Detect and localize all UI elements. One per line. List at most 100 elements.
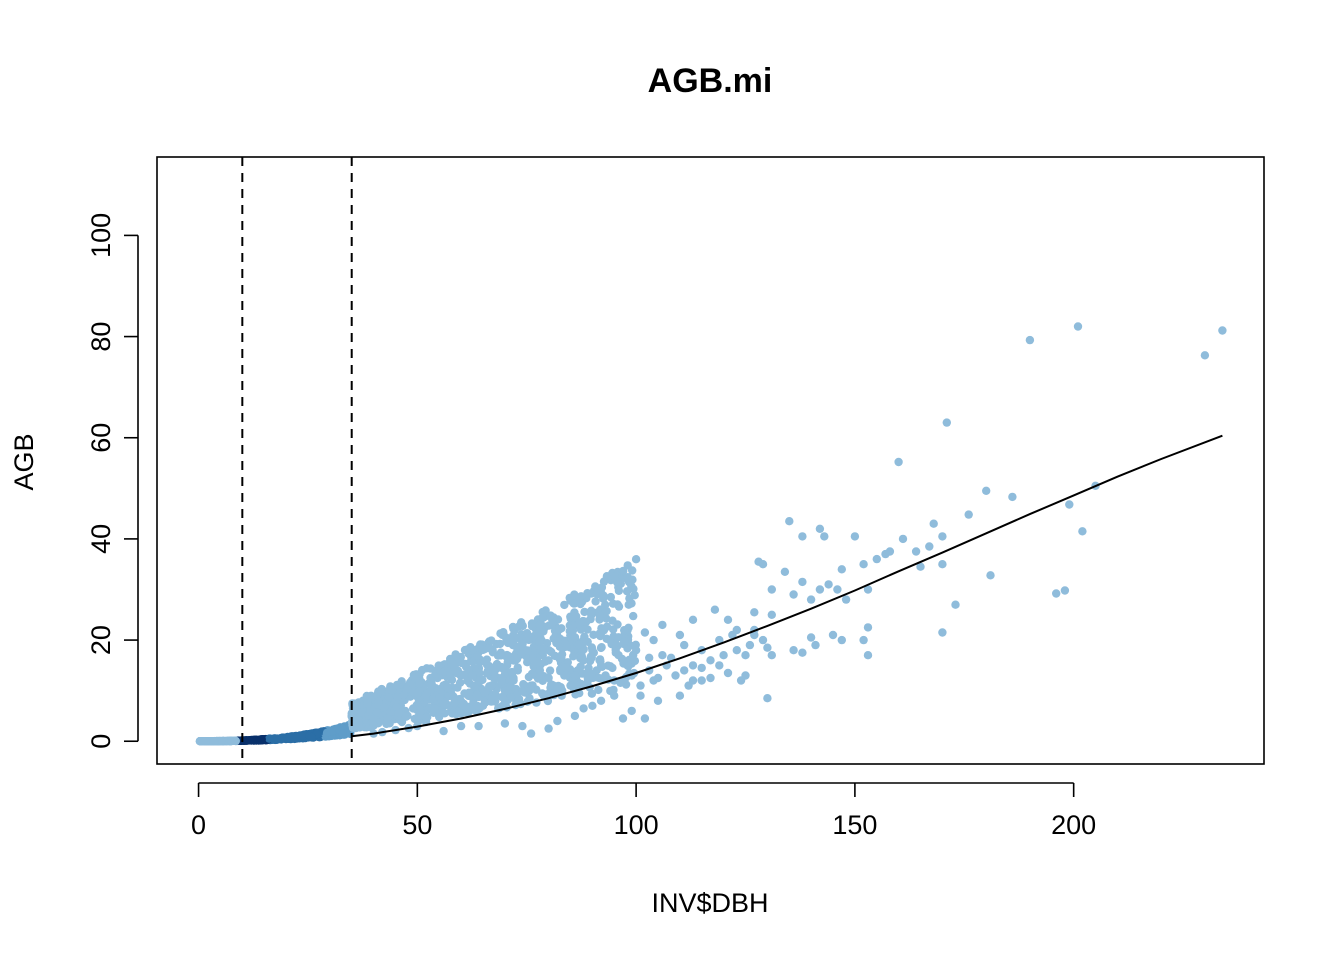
- data-point: [767, 585, 776, 594]
- data-point: [544, 673, 553, 683]
- x-tick-label: 200: [1051, 810, 1096, 840]
- y-tick-label: 0: [86, 734, 116, 749]
- data-point: [938, 560, 947, 569]
- data-point: [951, 600, 960, 609]
- data-point: [636, 691, 645, 700]
- data-point: [522, 629, 532, 638]
- data-point: [553, 615, 563, 624]
- data-point: [841, 595, 851, 604]
- data-point: [577, 679, 586, 689]
- data-point: [688, 676, 698, 685]
- data-point: [527, 622, 537, 631]
- data-point: [850, 532, 860, 541]
- data-point: [723, 668, 733, 678]
- data-point: [610, 572, 619, 581]
- data-point: [616, 678, 625, 687]
- data-point: [456, 721, 466, 731]
- data-point: [430, 704, 439, 713]
- data-point: [327, 727, 336, 736]
- data-point: [623, 573, 632, 582]
- data-point: [640, 714, 650, 723]
- data-point: [415, 679, 424, 688]
- data-point: [292, 733, 302, 743]
- x-axis-title: INV$DBH: [651, 888, 768, 918]
- data-point: [535, 637, 544, 646]
- data-point: [588, 701, 597, 710]
- data-point: [706, 656, 715, 665]
- data-point: [872, 554, 881, 564]
- data-point: [553, 716, 562, 726]
- data-point: [715, 661, 724, 670]
- data-point: [789, 590, 798, 599]
- data-point: [741, 671, 750, 680]
- data-point: [938, 628, 947, 637]
- data-point: [741, 651, 750, 660]
- data-point: [216, 736, 226, 746]
- data-point: [1008, 492, 1017, 502]
- data-point: [587, 689, 597, 698]
- data-point: [547, 619, 557, 628]
- data-point: [492, 664, 501, 673]
- data-point: [658, 620, 667, 630]
- data-point: [1060, 586, 1070, 595]
- data-point: [597, 643, 606, 652]
- data-point: [369, 721, 378, 730]
- data-point: [789, 646, 798, 655]
- data-point: [587, 606, 596, 615]
- data-point: [798, 648, 807, 657]
- data-point: [620, 626, 629, 635]
- data-point: [1078, 527, 1087, 536]
- data-point: [583, 676, 593, 685]
- data-point: [458, 701, 467, 710]
- x-tick-label: 100: [614, 810, 659, 840]
- data-point: [475, 677, 484, 687]
- data-point: [614, 602, 624, 611]
- data-point: [426, 664, 435, 673]
- data-point: [628, 566, 637, 575]
- data-point: [384, 693, 394, 702]
- data-point: [509, 636, 518, 646]
- data-point: [545, 666, 555, 675]
- data-point: [863, 623, 873, 632]
- x-tick-label: 150: [832, 810, 877, 840]
- data-point: [1073, 322, 1083, 331]
- data-point: [544, 724, 553, 733]
- data-point: [490, 674, 499, 683]
- data-point: [434, 661, 443, 670]
- data-point: [602, 606, 611, 616]
- data-point: [798, 577, 807, 587]
- data-point: [230, 736, 239, 745]
- data-point: [557, 653, 566, 663]
- x-axis: 0 50 100 150 200: [191, 782, 1096, 840]
- data-point: [439, 726, 448, 736]
- data-point: [497, 677, 506, 686]
- data-point: [605, 635, 615, 645]
- data-point: [487, 636, 496, 645]
- data-point: [916, 562, 925, 571]
- data-point: [688, 615, 698, 624]
- data-point: [464, 688, 474, 697]
- data-point: [468, 671, 477, 680]
- data-point: [495, 639, 505, 649]
- data-point: [885, 547, 895, 556]
- data-point: [435, 712, 444, 722]
- data-point: [277, 735, 286, 744]
- data-point: [580, 607, 589, 617]
- data-point: [675, 630, 685, 640]
- data-point: [533, 628, 542, 637]
- data-point: [478, 645, 488, 655]
- data-point: [413, 689, 422, 698]
- y-tick-label: 40: [86, 524, 116, 554]
- data-point: [472, 690, 482, 700]
- data-point: [732, 646, 741, 655]
- data-point: [594, 685, 603, 695]
- data-point: [569, 652, 578, 661]
- data-point: [465, 704, 474, 713]
- y-tick-label: 80: [86, 322, 116, 352]
- data-point: [512, 654, 522, 664]
- data-point: [380, 703, 389, 712]
- fit-curve: [351, 434, 1223, 738]
- data-point: [898, 534, 908, 544]
- data-point: [248, 736, 257, 745]
